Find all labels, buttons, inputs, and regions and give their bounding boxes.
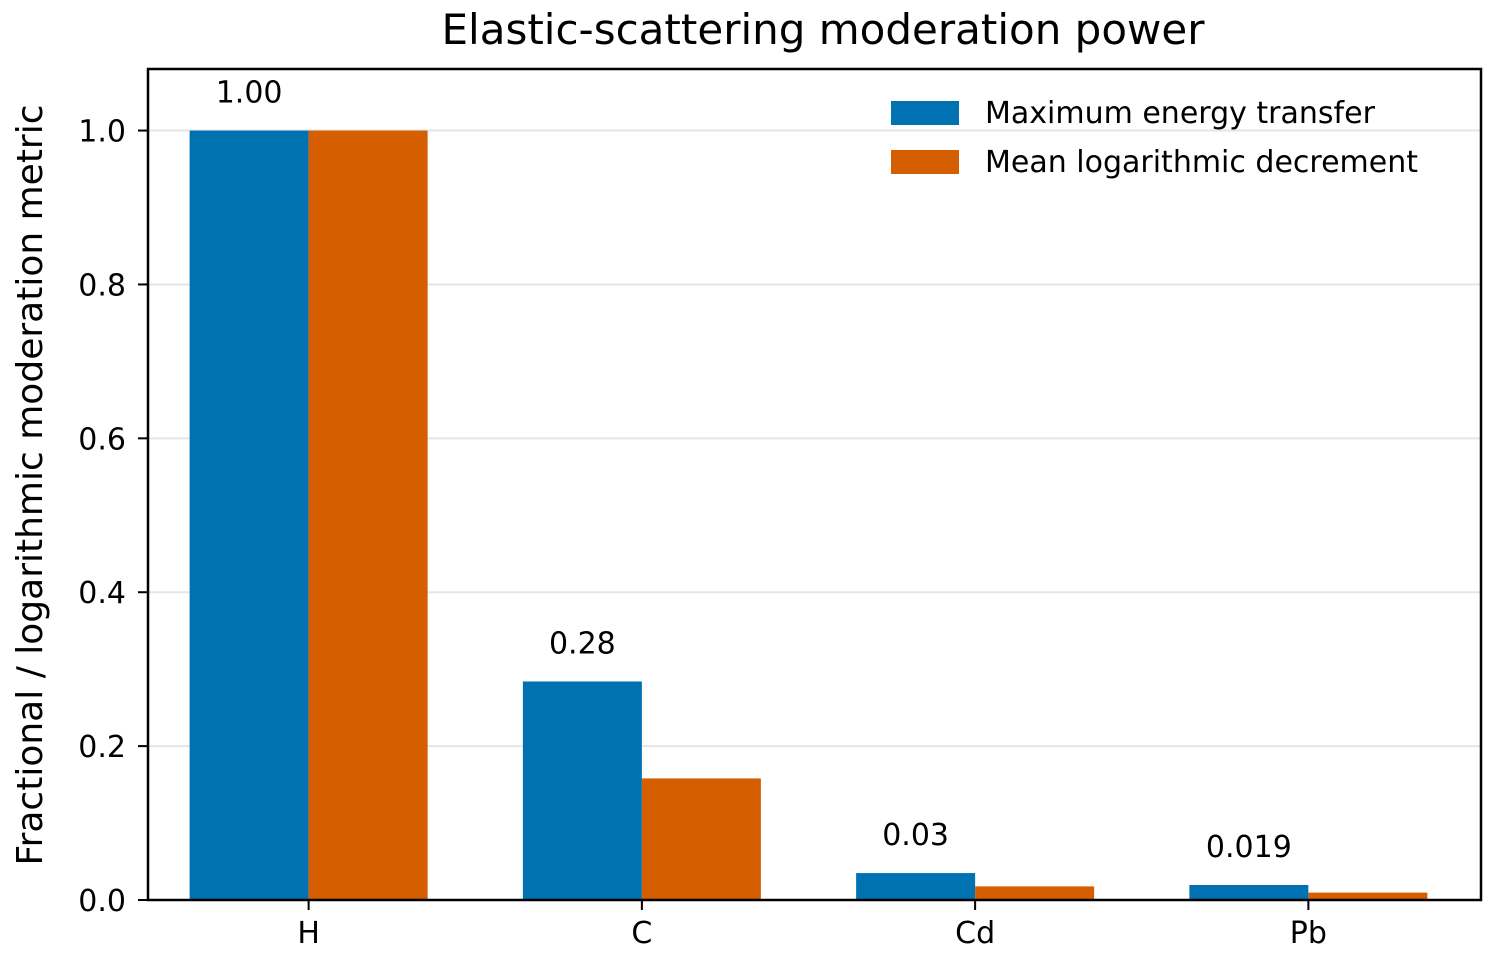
y-axis-ticks: 0.0 0.2 0.4 0.6 0.8 1.0 <box>78 115 148 919</box>
plot-frame <box>146 67 1483 902</box>
legend: Maximum energy transfer Mean logarithmic … <box>891 96 1418 180</box>
legend-label: Maximum energy transfer <box>985 96 1376 131</box>
x-axis-ticks: H C Cd Pb <box>297 900 1327 951</box>
x-tick-label: C <box>631 916 652 951</box>
x-tick-label: Pb <box>1290 916 1327 951</box>
legend-swatch <box>891 101 959 125</box>
x-tick-label: H <box>297 916 320 951</box>
bar-value-label: 0.019 <box>1206 830 1292 865</box>
x-tick-label: Cd <box>955 916 995 951</box>
bar-labels: 1.00 0.28 0.03 0.019 <box>216 76 1292 865</box>
y-tick-label: 0.2 <box>78 730 126 765</box>
y-tick-label: 0.4 <box>78 576 126 611</box>
bar-mean-log-decrement-pb <box>1308 892 1428 900</box>
y-axis-label: Fractional / logarithmic moderation metr… <box>10 104 51 865</box>
bar-mean-log-decrement-h <box>308 130 428 901</box>
legend-label: Mean logarithmic decrement <box>985 145 1418 180</box>
bar-mean-log-decrement-cd <box>975 886 1095 900</box>
bar-max-energy-transfer-pb <box>1189 884 1309 900</box>
bar-max-energy-transfer-h <box>189 130 309 901</box>
bar-max-energy-transfer-c <box>522 681 642 900</box>
y-tick-label: 0.0 <box>78 884 126 919</box>
bars <box>189 130 1428 901</box>
y-tick-label: 0.6 <box>78 422 126 457</box>
y-tick-label: 1.0 <box>78 115 126 150</box>
bar-value-label: 0.28 <box>549 626 616 661</box>
bar-max-energy-transfer-cd <box>856 873 976 900</box>
bar-mean-log-decrement-c <box>641 778 761 900</box>
chart-title: Elastic-scattering moderation power <box>442 5 1206 54</box>
legend-swatch <box>891 150 959 174</box>
y-tick-label: 0.8 <box>78 268 126 303</box>
bar-value-label: 0.03 <box>882 818 949 853</box>
bar-value-label: 1.00 <box>216 76 283 111</box>
